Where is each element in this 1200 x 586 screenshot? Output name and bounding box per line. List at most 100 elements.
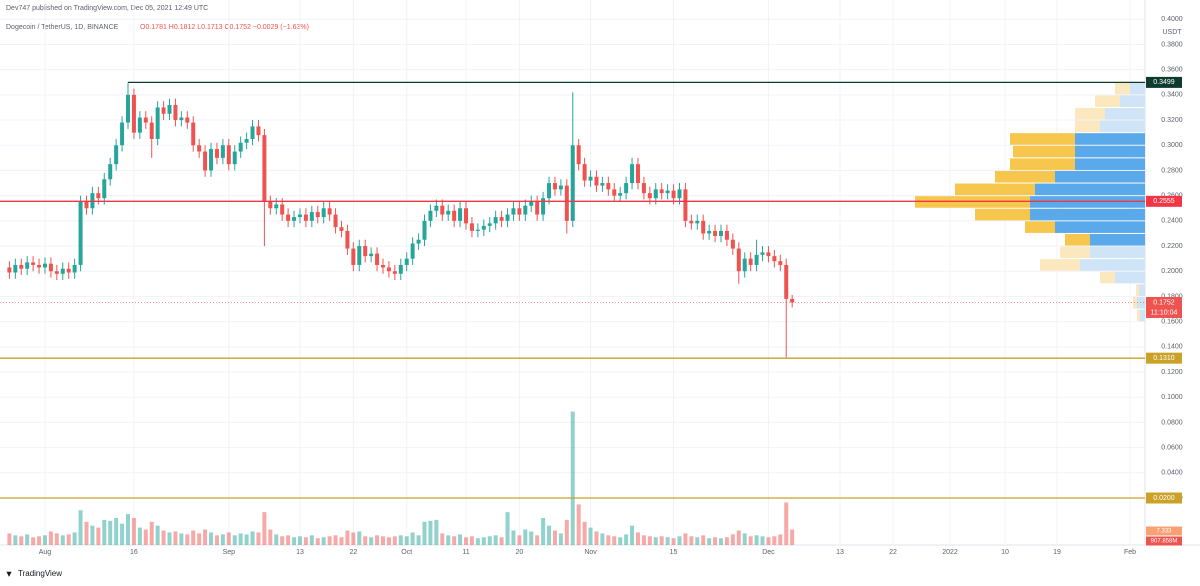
x-tick-label: Feb bbox=[1124, 549, 1136, 556]
profile-down-bar bbox=[1075, 133, 1145, 145]
volume-bar bbox=[13, 535, 18, 545]
y-tick-label: 0.0600 bbox=[1161, 444, 1183, 451]
candle-body bbox=[13, 264, 18, 273]
volume-bar bbox=[416, 535, 421, 545]
candle-body bbox=[31, 262, 36, 265]
candle-body bbox=[695, 220, 700, 224]
candle-body bbox=[327, 208, 332, 215]
candle-body bbox=[167, 104, 172, 114]
profile-up-bar bbox=[1013, 145, 1075, 158]
volume-bar bbox=[458, 534, 463, 545]
volume-bar bbox=[42, 535, 47, 545]
volume-bar bbox=[464, 537, 469, 545]
profile-up-bar bbox=[1010, 158, 1075, 170]
candle-body bbox=[588, 176, 593, 181]
x-tick-label: Dec bbox=[762, 549, 775, 556]
volume-bar bbox=[689, 536, 694, 545]
candle-body bbox=[404, 258, 409, 265]
candle-body bbox=[440, 205, 445, 215]
x-tick-label: Aug bbox=[39, 549, 52, 556]
candle-body bbox=[244, 138, 249, 143]
y-tick-label: 0.1400 bbox=[1161, 344, 1183, 351]
candle-body bbox=[410, 243, 415, 259]
volume-bar bbox=[351, 532, 356, 545]
volume-bar bbox=[517, 535, 522, 545]
profile-up-bar bbox=[1136, 284, 1139, 296]
candle-body bbox=[351, 248, 356, 265]
profile-up-bar bbox=[1075, 120, 1100, 133]
candle-body bbox=[392, 271, 397, 274]
volume-bar bbox=[784, 502, 789, 545]
candle-body bbox=[286, 214, 291, 221]
profile-up-bar bbox=[995, 170, 1055, 183]
candle-body bbox=[730, 239, 735, 249]
volume-bar bbox=[523, 529, 528, 545]
volume-bar bbox=[375, 535, 380, 545]
profile-down-bar bbox=[1030, 208, 1145, 221]
candle-body bbox=[149, 122, 154, 139]
volume-bar bbox=[191, 530, 196, 545]
candle-body bbox=[618, 193, 623, 196]
axis-unit: USDT bbox=[1162, 29, 1182, 36]
x-tick-label: Oct bbox=[401, 549, 412, 556]
candle-body bbox=[48, 263, 53, 272]
profile-up-bar bbox=[1100, 271, 1115, 284]
profile-down-bar bbox=[1055, 221, 1145, 233]
candle-body bbox=[220, 145, 225, 158]
volume-bar bbox=[363, 536, 368, 545]
candle-body bbox=[434, 205, 439, 211]
candle-body bbox=[7, 267, 12, 273]
candle-body bbox=[120, 122, 125, 146]
volume-bar bbox=[760, 536, 765, 545]
candle-body bbox=[558, 185, 563, 190]
volume-bar bbox=[155, 525, 160, 545]
y-tick-label: 0.0400 bbox=[1161, 470, 1183, 477]
profile-down-bar bbox=[1100, 120, 1145, 133]
x-tick-label: 13 bbox=[836, 549, 844, 556]
candle-body bbox=[446, 210, 451, 215]
volume-bar bbox=[677, 536, 682, 545]
volume-bar bbox=[606, 535, 611, 545]
candle-body bbox=[72, 264, 77, 273]
volume-bar bbox=[7, 533, 12, 545]
candle-body bbox=[452, 210, 457, 221]
candle-body bbox=[564, 185, 569, 221]
volume-bar bbox=[72, 532, 77, 545]
brand-logo: ▾ bbox=[6, 568, 12, 578]
candle-body bbox=[292, 217, 297, 221]
volume-bar bbox=[143, 529, 148, 545]
candle-body bbox=[499, 217, 504, 221]
candle-body bbox=[635, 164, 640, 184]
published-note: Dev747 published on TradingView.com, Dec… bbox=[6, 5, 208, 12]
candle-body bbox=[256, 126, 261, 136]
candle-body bbox=[386, 267, 391, 272]
candle-body bbox=[511, 208, 516, 215]
volume-bar bbox=[297, 536, 302, 545]
volume-bar bbox=[446, 535, 451, 545]
profile-up-bar bbox=[1137, 309, 1140, 322]
volume-bar bbox=[149, 521, 154, 545]
volume-bar bbox=[594, 531, 599, 545]
volume-bar bbox=[778, 534, 783, 545]
candle-body bbox=[226, 145, 231, 165]
candle-body bbox=[517, 208, 522, 215]
volume-bar bbox=[167, 532, 172, 545]
volume-bar bbox=[19, 536, 24, 545]
volume-bar bbox=[452, 536, 457, 545]
candle-body bbox=[250, 126, 255, 139]
volume-bar bbox=[309, 535, 314, 545]
candle-body bbox=[671, 190, 676, 199]
candle-body bbox=[469, 223, 474, 231]
y-tick-label: 0.1600 bbox=[1161, 318, 1183, 325]
y-tick-label: 0.3200 bbox=[1161, 117, 1183, 124]
candle-body bbox=[19, 264, 24, 269]
volume-bar bbox=[659, 536, 664, 545]
candle-body bbox=[357, 246, 362, 265]
candle-body bbox=[380, 264, 385, 268]
candle-body bbox=[96, 193, 101, 199]
volume-bar bbox=[380, 536, 385, 545]
volume-bar bbox=[588, 527, 593, 545]
volume-bar bbox=[108, 520, 113, 545]
volume-bar bbox=[102, 519, 107, 545]
candle-body bbox=[84, 201, 89, 209]
